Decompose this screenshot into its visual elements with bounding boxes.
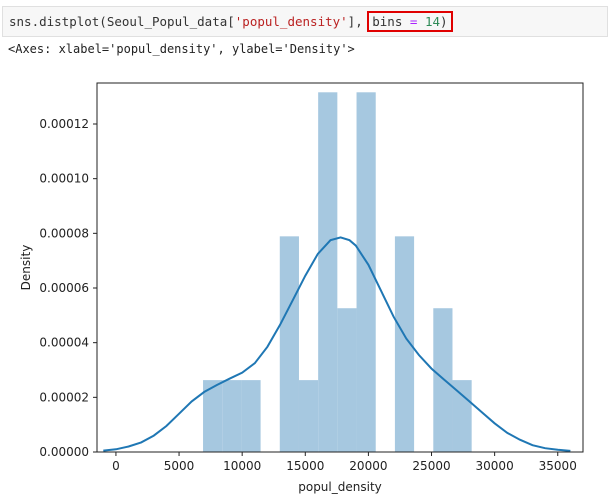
x-axis-label: popul_density bbox=[298, 480, 382, 494]
code-equals: = bbox=[402, 14, 425, 29]
x-tick-label: 15000 bbox=[286, 459, 324, 473]
x-tick-label: 0 bbox=[112, 459, 120, 473]
histogram-bar bbox=[356, 92, 376, 452]
y-tick-label: 0.00010 bbox=[39, 172, 89, 186]
code-cell[interactable]: sns.distplot(Seoul_Popul_data['popul_den… bbox=[2, 6, 608, 37]
histogram-bar bbox=[318, 92, 338, 452]
code-bins-name: bins bbox=[372, 14, 403, 29]
x-tick-label: 20000 bbox=[349, 459, 387, 473]
y-axis-label: Density bbox=[19, 245, 33, 291]
histogram-bar bbox=[241, 380, 261, 452]
histogram-bar bbox=[222, 380, 242, 452]
axes-frame bbox=[96, 82, 584, 453]
code-suffix: ) bbox=[440, 14, 448, 29]
y-tick-label: 0.00006 bbox=[39, 281, 89, 295]
bins-highlight-box: bins = 14) bbox=[367, 11, 453, 32]
kde-curve bbox=[103, 236, 571, 452]
histogram-bar bbox=[203, 380, 223, 452]
y-tick-label: 0.00004 bbox=[39, 336, 89, 350]
code-mid: ], bbox=[347, 14, 371, 29]
histogram-bars bbox=[203, 92, 472, 452]
y-tick-label: 0.00000 bbox=[39, 445, 89, 459]
x-tick-label: 5000 bbox=[164, 459, 195, 473]
cell-output-text: <Axes: xlabel='popul_density', ylabel='D… bbox=[8, 42, 355, 56]
y-tick-label: 0.00008 bbox=[39, 226, 89, 240]
histogram-bar bbox=[298, 380, 319, 452]
histogram-bar bbox=[394, 236, 415, 452]
code-bins-value: 14 bbox=[424, 14, 440, 29]
y-tick-label: 0.00002 bbox=[39, 390, 89, 404]
y-tick-label: 0.00012 bbox=[39, 117, 89, 131]
y-axis-ticks: 0.00000 0.00002 0.00004 0.00006 0.00008 0.000… bbox=[39, 117, 97, 459]
x-tick-label: 30000 bbox=[476, 459, 514, 473]
x-tick-label: 35000 bbox=[539, 459, 577, 473]
histogram-bar bbox=[452, 380, 472, 452]
histogram-bar bbox=[433, 308, 453, 452]
x-axis-ticks: 0 5000 10000 15000 20000 25000 30000 35000 bbox=[112, 452, 577, 473]
x-tick-label: 10000 bbox=[223, 459, 261, 473]
code-prefix: sns.distplot(Seoul_Popul_data[ bbox=[9, 14, 235, 29]
histogram-bar bbox=[279, 236, 299, 452]
histogram-bar bbox=[337, 308, 357, 452]
x-tick-label: 25000 bbox=[412, 459, 450, 473]
code-string-literal: 'popul_density' bbox=[234, 14, 348, 29]
